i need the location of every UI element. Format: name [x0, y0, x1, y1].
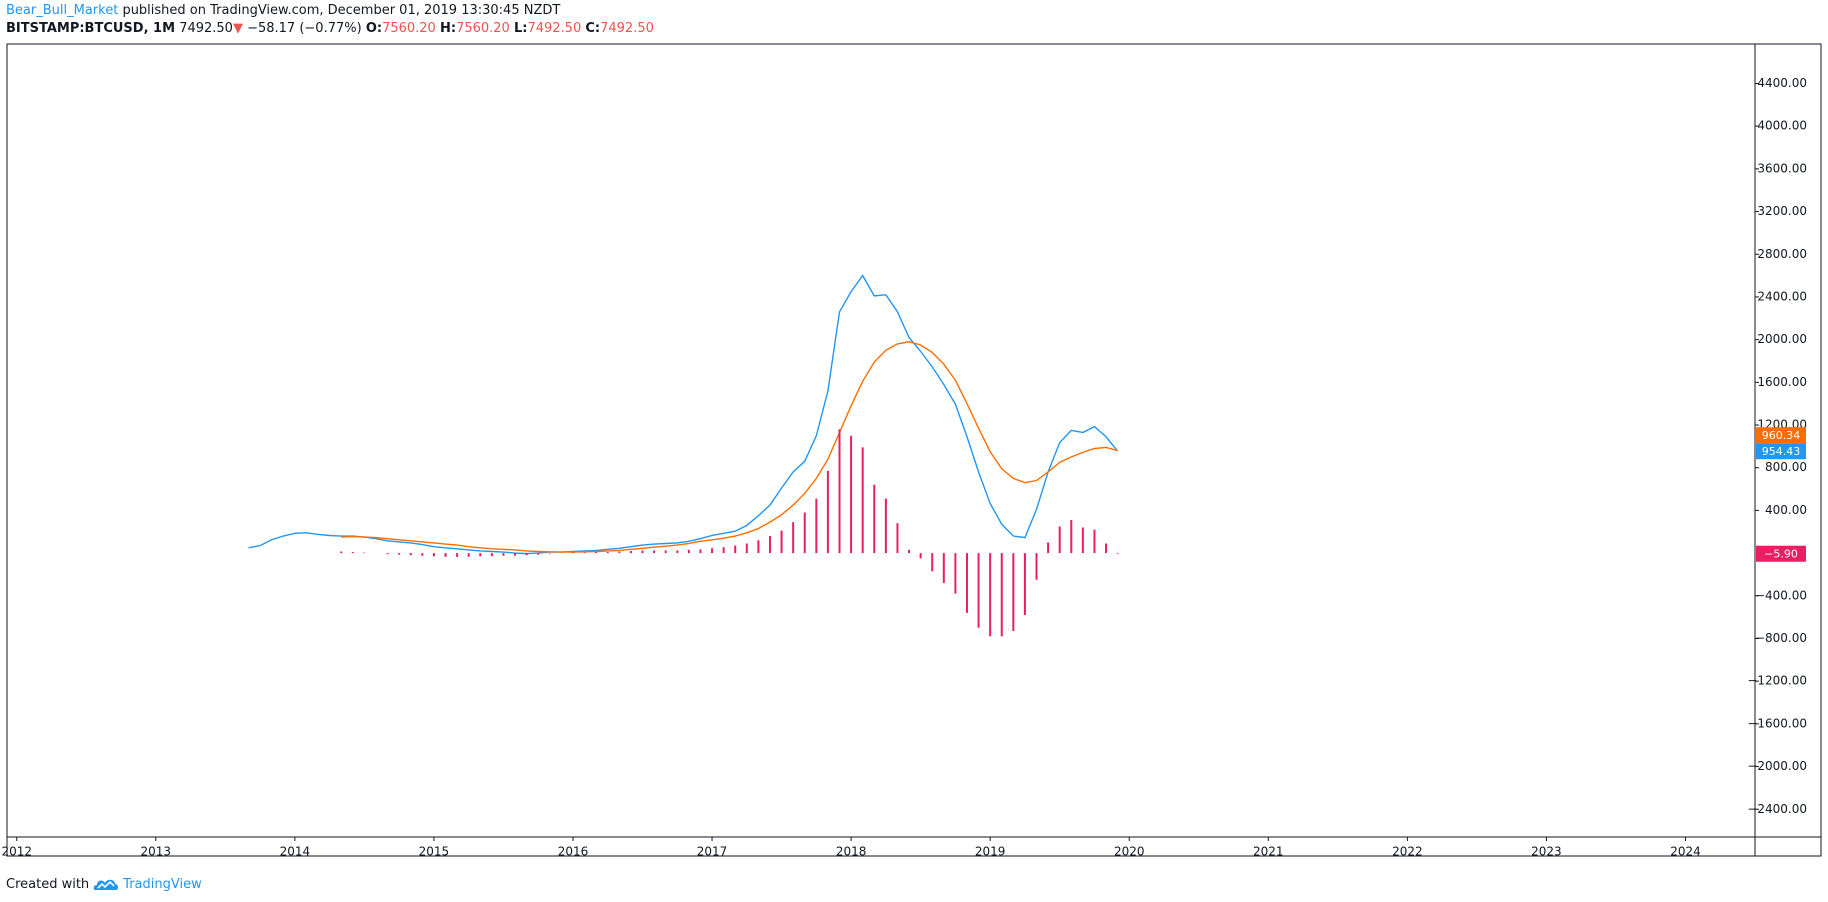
x-tick-label: 2015 — [419, 845, 450, 859]
line-series — [341, 341, 1118, 553]
x-tick-label: 2023 — [1531, 845, 1562, 859]
brand[interactable]: TradingView — [123, 876, 202, 892]
x-tick-label: 2022 — [1392, 845, 1423, 859]
brand-logo[interactable] — [93, 876, 119, 892]
price-label-box — [1756, 443, 1806, 460]
price-label: 954.43 — [1762, 445, 1801, 458]
published: published on TradingView.com, December 0… — [122, 3, 561, 18]
y-tick-label: −1600.00 — [1747, 716, 1807, 730]
y-tick-label: −2000.00 — [1747, 759, 1807, 773]
footer: Created with TradingView — [6, 876, 202, 892]
created-with: Created with — [6, 876, 90, 892]
y-tick-label: 3200.00 — [1757, 204, 1807, 218]
y-tick-label: 2800.00 — [1757, 247, 1807, 261]
price-label: 960.34 — [1762, 429, 1801, 442]
symbol-line: BITSTAMP:BTCUSD, 1M 7492.50▼ −58.17 (−0.… — [6, 21, 654, 36]
symbol: BITSTAMP:BTCUSD, 1M — [6, 21, 176, 36]
ohlc-value: 7492.50 — [527, 21, 582, 36]
y-tick-label: 4400.00 — [1757, 76, 1807, 90]
chart: 4400.00 4000.00 3600.00 3200.00 2800.00 2400.… — [1, 43, 1822, 859]
ohlc-key: L: — [513, 21, 528, 36]
x-tick-label: 2017 — [697, 845, 728, 859]
author[interactable]: Bear_Bull_Market — [6, 3, 119, 18]
change: −58.17 (−0.77%) — [247, 21, 362, 36]
ohlc-value: 7560.20 — [382, 21, 436, 36]
price-label-box — [1756, 427, 1806, 444]
y-tick-label: 400.00 — [1765, 503, 1807, 517]
ohlc-value: 7560.20 — [456, 21, 510, 36]
y-tick-label: 800.00 — [1765, 460, 1807, 474]
price-label-box — [1756, 545, 1806, 562]
y-tick-label: 2400.00 — [1757, 289, 1807, 303]
y-tick-label: 1600.00 — [1757, 375, 1807, 389]
header-line: Bear_Bull_Market published on TradingVie… — [6, 3, 560, 18]
line-series — [248, 274, 1119, 555]
x-tick-label: 2013 — [141, 845, 172, 859]
price: 7492.50 — [179, 21, 233, 36]
ohlc-key: O: — [365, 21, 383, 36]
chart-border — [6, 43, 1822, 857]
x-tick-label: 2012 — [1, 845, 32, 859]
price-label: −5.90 — [1764, 548, 1798, 561]
x-tick-label: 2024 — [1670, 845, 1701, 859]
ohlc-key: C: — [585, 21, 601, 36]
y-tick-label: −400.00 — [1755, 588, 1807, 602]
y-tick-label: −2400.00 — [1747, 802, 1807, 816]
x-tick-label: 2021 — [1253, 845, 1284, 859]
ohlc-key: H: — [439, 21, 457, 36]
x-tick-label: 2018 — [836, 845, 867, 859]
y-tick-label: 2000.00 — [1757, 332, 1807, 346]
y-tick-label: 3600.00 — [1757, 161, 1807, 175]
x-tick-label: 2014 — [280, 845, 311, 859]
x-tick-label: 2016 — [558, 845, 589, 859]
ohlc-value: 7492.50 — [600, 21, 654, 36]
x-tick-label: 2019 — [975, 845, 1006, 859]
y-tick-label: 4000.00 — [1757, 119, 1807, 133]
y-tick-label: −800.00 — [1755, 631, 1807, 645]
x-tick-label: 2020 — [1114, 845, 1145, 859]
y-tick-label: −1200.00 — [1747, 674, 1807, 688]
arrow: ▼ — [232, 21, 243, 36]
